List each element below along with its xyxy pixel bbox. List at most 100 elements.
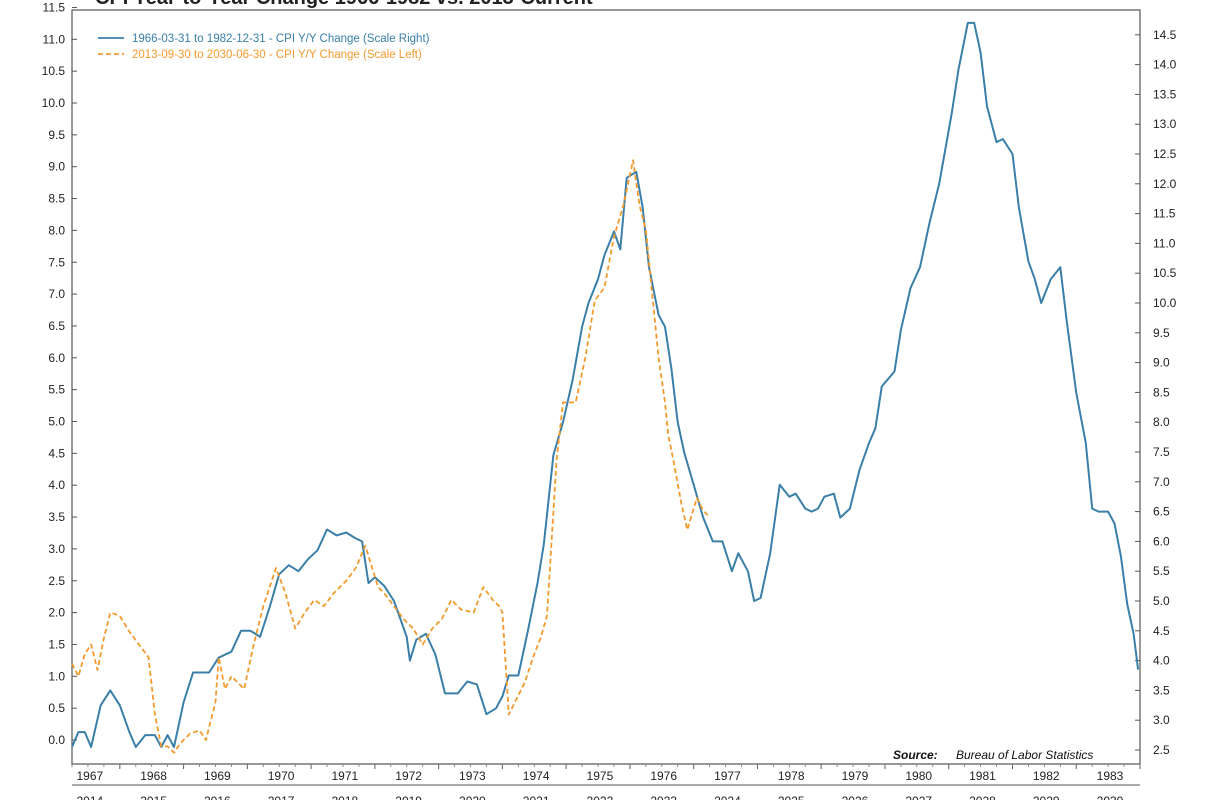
legend-label-blue: 1966-03-31 to 1982-12-31 - CPI Y/Y Chang… xyxy=(132,33,430,45)
right-tick-label: 8.5 xyxy=(1153,385,1170,399)
right-tick-label: 10.5 xyxy=(1153,266,1177,280)
right-axis: 2.5 3.0 3.5 4.0 4.5 5.0 5.5 6.0 6.5 7.0 7.5 8.0 8.5 9… xyxy=(1135,28,1177,757)
x2-tick-label: 2029 xyxy=(1033,794,1060,800)
series-layer xyxy=(71,21,1140,754)
left-tick-label: 11.0 xyxy=(43,32,66,46)
right-tick-label: 7.0 xyxy=(1153,475,1170,489)
left-axis: 0.0 0.5 1.0 1.5 2.0 2.5 3.0 3.5 4.0 4.5 5.0 5.5 6.0 6… xyxy=(42,0,77,747)
x-tick-label: 1975 xyxy=(587,769,614,783)
left-tick-label: 3.5 xyxy=(48,510,65,524)
series-line-1966-1982 xyxy=(71,21,1140,748)
x-tick-label: 1983 xyxy=(1097,769,1124,783)
x2-tick-label: 2014 xyxy=(76,794,103,800)
legend-label-orange: 2013-09-30 to 2030-06-30 - CPI Y/Y Chang… xyxy=(132,49,422,61)
x-tick-label: 1968 xyxy=(140,769,167,783)
x2-tick-label: 2030 xyxy=(1097,794,1124,800)
x2-tick-label: 2027 xyxy=(905,794,932,800)
x2-tick-label: 2022 xyxy=(587,794,614,800)
x-tick-label: 1974 xyxy=(523,769,550,783)
x2-tick-label: 2017 xyxy=(268,794,295,800)
right-tick-label: 13.5 xyxy=(1153,87,1177,101)
left-tick-label: 1.0 xyxy=(48,669,65,683)
x-tick-label: 1973 xyxy=(459,769,486,783)
x2-tick-label: 2026 xyxy=(842,794,869,800)
left-tick-label: 10.0 xyxy=(42,96,66,110)
x-tick-label: 1979 xyxy=(842,769,869,783)
right-tick-label: 4.0 xyxy=(1153,654,1170,668)
x2-tick-label: 2021 xyxy=(523,794,550,800)
left-tick-label: 0.5 xyxy=(48,701,65,715)
right-tick-label: 10.0 xyxy=(1153,296,1177,310)
x2-tick-label: 2025 xyxy=(778,794,805,800)
left-tick-label: 4.5 xyxy=(48,446,65,460)
series-line-2013-current xyxy=(71,159,711,754)
left-tick-label: 5.5 xyxy=(48,383,65,397)
left-tick-label: 10.5 xyxy=(42,64,66,78)
right-tick-label: 12.5 xyxy=(1153,147,1177,161)
left-tick-label: 1.5 xyxy=(48,637,65,651)
source-label: Source: xyxy=(893,748,938,762)
chart-title: CPI Year-to-Year Change 1966-1982 vs. 20… xyxy=(95,0,593,9)
right-tick-label: 3.5 xyxy=(1153,683,1170,697)
x-tick-label: 1977 xyxy=(714,769,741,783)
left-tick-label: 8.5 xyxy=(48,192,65,206)
left-tick-label: 7.0 xyxy=(48,287,65,301)
source-value: Bureau of Labor Statistics xyxy=(956,748,1093,762)
right-tick-label: 13.0 xyxy=(1153,117,1177,131)
x-axis-1966-1982: 1967 1968 1969 1970 1971 1972 1973 1974 1975 1976… xyxy=(71,764,1141,786)
right-tick-label: 8.0 xyxy=(1153,415,1170,429)
right-tick-label: 9.5 xyxy=(1153,326,1170,340)
right-tick-label: 7.5 xyxy=(1153,445,1170,459)
left-tick-label: 2.0 xyxy=(48,606,65,620)
plot-frame xyxy=(71,9,1141,765)
x-tick-label: 1976 xyxy=(650,769,677,783)
x-tick-label: 1967 xyxy=(76,769,103,783)
x-tick-label: 1972 xyxy=(395,769,422,783)
left-tick-label: 0.0 xyxy=(48,733,65,747)
left-tick-label: 8.0 xyxy=(48,223,65,237)
legend: 1966-03-31 to 1982-12-31 - CPI Y/Y Chang… xyxy=(98,33,430,61)
x2-tick-label: 2028 xyxy=(969,794,996,800)
x2-tick-label: 2024 xyxy=(714,794,741,800)
left-tick-label: 6.5 xyxy=(48,319,65,333)
x-tick-label: 1980 xyxy=(905,769,932,783)
right-tick-label: 5.0 xyxy=(1153,594,1170,608)
right-tick-label: 3.0 xyxy=(1153,713,1170,727)
x2-tick-label: 2018 xyxy=(332,794,359,800)
x-axis-2014-2030: 2014 2015 2016 2017 2018 2019 2020 2021 2022 2023… xyxy=(76,794,1123,800)
right-tick-label: 9.0 xyxy=(1153,356,1170,370)
right-tick-label: 4.5 xyxy=(1153,624,1170,638)
x2-tick-label: 2023 xyxy=(650,794,677,800)
right-tick-label: 14.5 xyxy=(1153,28,1177,42)
right-tick-label: 5.5 xyxy=(1153,564,1170,578)
left-tick-label: 5.0 xyxy=(48,415,65,429)
left-tick-label: 9.5 xyxy=(48,128,65,142)
x2-tick-label: 2019 xyxy=(395,794,422,800)
x2-tick-label: 2016 xyxy=(204,794,231,800)
x-tick-label: 1982 xyxy=(1033,769,1060,783)
right-tick-label: 6.5 xyxy=(1153,505,1170,519)
left-tick-label: 3.0 xyxy=(48,542,65,556)
left-tick-label: 2.5 xyxy=(48,574,65,588)
x-tick-label: 1970 xyxy=(268,769,295,783)
left-tick-label: 4.0 xyxy=(48,478,65,492)
left-tick-label: 7.5 xyxy=(48,255,65,269)
right-tick-label: 11.0 xyxy=(1153,236,1176,250)
x2-tick-label: 2015 xyxy=(140,794,167,800)
x2-tick-label: 2020 xyxy=(459,794,486,800)
right-tick-label: 2.5 xyxy=(1153,743,1170,757)
right-tick-label: 12.0 xyxy=(1153,177,1177,191)
right-tick-label: 6.0 xyxy=(1153,534,1170,548)
x-tick-label: 1981 xyxy=(969,769,996,783)
left-tick-label: 9.0 xyxy=(48,160,65,174)
right-tick-label: 11.5 xyxy=(1153,207,1176,221)
right-tick-label: 14.0 xyxy=(1153,58,1177,72)
left-tick-label: 6.0 xyxy=(48,351,65,365)
source-note: Source: Bureau of Labor Statistics xyxy=(893,748,1093,762)
x-tick-label: 1978 xyxy=(778,769,805,783)
x-tick-label: 1969 xyxy=(204,769,231,783)
left-tick-label: 11.5 xyxy=(43,0,66,14)
x-tick-label: 1971 xyxy=(332,769,359,783)
